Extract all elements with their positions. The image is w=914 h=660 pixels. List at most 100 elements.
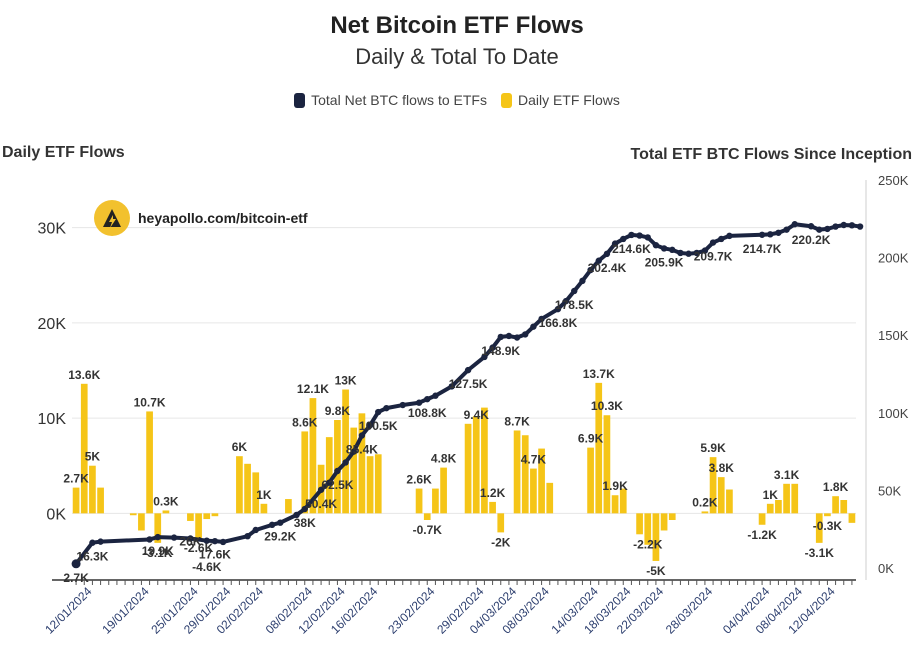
total-flow-point (824, 225, 831, 233)
left-axis-title: Daily ETF Flows (2, 144, 125, 161)
daily-flow-bar (415, 488, 423, 514)
daily-data-label: -4.6K (192, 560, 222, 574)
daily-flow-bar (644, 513, 652, 545)
total-data-label: 85.4K (346, 442, 378, 456)
daily-data-label: -1.2K (747, 528, 777, 542)
daily-data-label: 1K (256, 488, 272, 502)
right-tick-label: 250K (878, 173, 909, 188)
legend-label-daily: Daily ETF Flows (517, 92, 620, 108)
total-flow-point (326, 479, 333, 486)
total-flow-point (791, 221, 798, 228)
daily-data-label: 2.7K (63, 472, 89, 486)
total-flow-point (497, 333, 504, 341)
total-flow-point (856, 223, 864, 230)
daily-data-label: 1.9K (602, 479, 628, 493)
daily-flow-bar (423, 513, 431, 520)
total-data-label: 62.5K (321, 478, 353, 492)
x-tick-label: 28/03/2024 (663, 584, 716, 637)
legend-item-total[interactable]: Total Net BTC flows to ETFs (294, 92, 487, 108)
daily-flow-bar (203, 513, 211, 520)
daily-data-label: 3.8K (709, 461, 735, 475)
total-data-label: 205.9K (645, 255, 684, 269)
daily-flow-bar (366, 456, 374, 514)
daily-flow-bar (260, 503, 268, 514)
legend: Total Net BTC flows to ETFs Daily ETF Fl… (0, 92, 914, 108)
daily-data-label: 9.4K (464, 408, 490, 422)
total-flow-point (522, 331, 529, 338)
total-flow-point (464, 366, 472, 374)
daily-flow-bar (72, 487, 80, 514)
daily-flow-bar (832, 496, 839, 514)
total-flow-point (669, 246, 676, 254)
x-tick-label: 12/01/2024 (42, 584, 95, 637)
total-flow-point (154, 533, 161, 541)
daily-data-label: 1.2K (480, 486, 506, 500)
daily-data-label: 8.6K (292, 415, 318, 429)
total-flow-point (203, 537, 210, 544)
total-flow-point (652, 241, 660, 249)
x-tick-label: 23/02/2024 (385, 584, 438, 637)
daily-data-label: 0.3K (153, 494, 179, 508)
daily-data-label: 6K (232, 440, 248, 454)
daily-data-label: 9.8K (325, 404, 351, 418)
total-flow-point (219, 538, 227, 546)
daily-flow-bar (334, 420, 341, 514)
daily-flow-bar (489, 501, 496, 514)
daily-flow-bar (530, 468, 537, 514)
daily-data-label: 4.7K (521, 453, 547, 467)
total-data-label: 17.6K (199, 548, 231, 562)
daily-flow-bar (146, 411, 153, 514)
right-tick-label: 0K (878, 561, 894, 576)
daily-flow-bar (325, 437, 333, 514)
daily-data-label: 6.9K (578, 432, 604, 446)
daily-flow-bar (758, 513, 766, 525)
total-flow-point (89, 539, 96, 546)
daily-flow-bar (726, 489, 733, 514)
daily-data-label: 4.8K (431, 452, 457, 466)
daily-flow-bar (538, 448, 545, 514)
total-flow-point (293, 511, 300, 519)
total-data-label: 16.3K (76, 550, 108, 564)
daily-data-label: -0.3K (813, 519, 843, 533)
daily-data-label: 10.3K (591, 399, 623, 413)
left-tick-label: 30K (38, 221, 67, 238)
total-flow-point (301, 505, 308, 513)
daily-data-label: 1K (763, 488, 779, 502)
total-data-label: 50.4K (305, 497, 337, 511)
total-flow-point (252, 526, 259, 534)
daily-flow-bar (783, 483, 790, 514)
daily-flow-bar (138, 513, 145, 531)
total-flow-point (530, 323, 537, 330)
daily-flow-bar (717, 477, 725, 514)
total-flow-point (726, 232, 733, 240)
total-flow-point (505, 332, 513, 340)
total-flow-point (170, 534, 178, 541)
daily-flow-bar (97, 487, 104, 514)
x-tick-label: 19/01/2024 (99, 584, 152, 637)
total-flow-point (579, 277, 586, 285)
daily-data-label: 5.9K (700, 441, 726, 455)
total-flow-point (677, 249, 684, 257)
total-flow-point (620, 235, 627, 243)
legend-item-daily[interactable]: Daily ETF Flows (500, 92, 620, 108)
legend-label-total: Total Net BTC flows to ETFs (311, 92, 487, 108)
daily-data-label: 5K (85, 450, 101, 464)
right-tick-label: 50K (878, 483, 901, 498)
total-flow-point (513, 334, 521, 341)
total-flow-point (562, 297, 570, 305)
daily-data-label: 2.6K (406, 473, 432, 487)
total-flow-point (595, 257, 602, 264)
total-flow-point (783, 226, 790, 233)
total-data-label: 38K (294, 516, 316, 530)
daily-flow-bar (350, 427, 358, 514)
right-tick-label: 100K (878, 406, 909, 421)
daily-flow-bar (236, 456, 243, 514)
daily-flow-bar (709, 457, 717, 514)
daily-flow-bar (252, 472, 260, 514)
total-data-label: 220.2K (792, 233, 831, 247)
total-flow-point (832, 223, 839, 230)
total-flow-point (807, 223, 815, 230)
total-flow-point (244, 532, 251, 540)
daily-data-label: 3.1K (774, 468, 800, 482)
total-flow-point (432, 392, 439, 399)
